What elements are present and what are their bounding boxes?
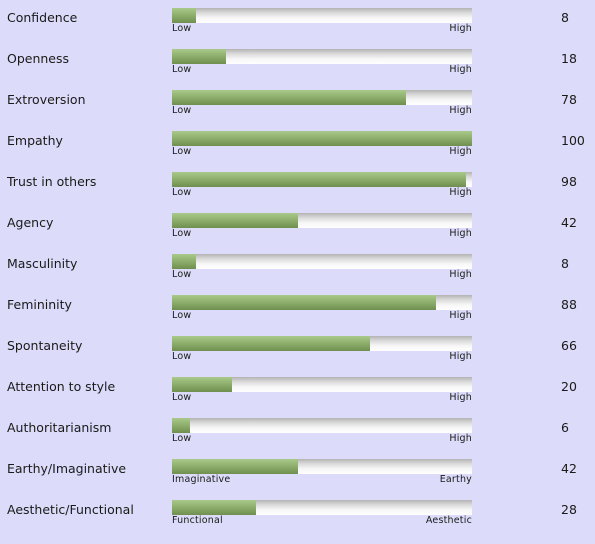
high-end-label: High [449, 269, 472, 280]
score-bar-track [172, 131, 472, 146]
trait-label: Authoritarianism [7, 420, 112, 435]
score-bar-track [172, 254, 472, 269]
score-bar-track [172, 377, 472, 392]
score-bar-fill [172, 8, 196, 23]
score-bar-fill [172, 336, 370, 351]
high-end-label: High [449, 23, 472, 34]
score-value: 78 [561, 92, 577, 107]
trait-row: Attention to style Low High 20 [0, 369, 595, 410]
high-end-label: High [449, 64, 472, 75]
trait-row: Agency Low High 42 [0, 205, 595, 246]
score-value: 98 [561, 174, 577, 189]
trait-label: Spontaneity [7, 338, 83, 353]
high-end-label: High [449, 392, 472, 403]
low-end-label: Low [172, 310, 192, 321]
low-end-label: Functional [172, 515, 223, 526]
low-end-label: Low [172, 23, 192, 34]
trait-row: Aesthetic/Functional Functional Aesthetic 2… [0, 492, 595, 533]
high-end-label: High [449, 105, 472, 116]
score-bar-fill [172, 295, 436, 310]
score-bar-track [172, 459, 472, 474]
score-bar-track [172, 418, 472, 433]
score-bar-fill [172, 254, 196, 269]
low-end-label: Low [172, 269, 192, 280]
score-value: 18 [561, 51, 577, 66]
score-bar-track [172, 49, 472, 64]
trait-row: Authoritarianism Low High 6 [0, 410, 595, 451]
trait-label: Masculinity [7, 256, 78, 271]
low-end-label: Low [172, 187, 192, 198]
trait-row: Trust in others Low High 98 [0, 164, 595, 205]
score-bar-fill [172, 172, 466, 187]
low-end-label: Low [172, 228, 192, 239]
score-value: 100 [561, 133, 585, 148]
score-value: 8 [561, 10, 569, 25]
score-value: 42 [561, 461, 577, 476]
trait-row: Earthy/Imaginative Imaginative Earthy 42 [0, 451, 595, 492]
score-value: 20 [561, 379, 577, 394]
low-end-label: Low [172, 392, 192, 403]
high-end-label: High [449, 433, 472, 444]
trait-label: Extroversion [7, 92, 86, 107]
high-end-label: Earthy [439, 474, 472, 485]
trait-label: Agency [7, 215, 54, 230]
score-value: 66 [561, 338, 577, 353]
score-bar-fill [172, 500, 256, 515]
trait-row: Extroversion Low High 78 [0, 82, 595, 123]
trait-label: Attention to style [7, 379, 116, 394]
low-end-label: Low [172, 146, 192, 157]
trait-label: Earthy/Imaginative [7, 461, 127, 476]
score-bar-fill [172, 377, 232, 392]
trait-row: Spontaneity Low High 66 [0, 328, 595, 369]
trait-row: Empathy Low High 100 [0, 123, 595, 164]
trait-row: Confidence Low High 8 [0, 0, 595, 41]
high-end-label: High [449, 310, 472, 321]
score-bar-track [172, 213, 472, 228]
high-end-label: High [449, 146, 472, 157]
trait-row: Openness Low High 18 [0, 41, 595, 82]
score-bar-fill [172, 49, 226, 64]
low-end-label: Low [172, 433, 192, 444]
score-bar-track [172, 500, 472, 515]
score-bar-fill [172, 459, 298, 474]
low-end-label: Imaginative [172, 474, 231, 485]
trait-row: Femininity Low High 88 [0, 287, 595, 328]
trait-label: Femininity [7, 297, 72, 312]
trait-label: Confidence [7, 10, 78, 25]
score-value: 42 [561, 215, 577, 230]
trait-label: Aesthetic/Functional [7, 502, 134, 517]
low-end-label: Low [172, 64, 192, 75]
score-bar-track [172, 90, 472, 105]
low-end-label: Low [172, 351, 192, 362]
score-bar-track [172, 295, 472, 310]
score-value: 8 [561, 256, 569, 271]
score-bar-track [172, 172, 472, 187]
high-end-label: Aesthetic [425, 515, 472, 526]
low-end-label: Low [172, 105, 192, 116]
score-value: 88 [561, 297, 577, 312]
score-bar-track [172, 336, 472, 351]
score-bar-fill [172, 90, 406, 105]
score-bar-fill [172, 213, 298, 228]
high-end-label: High [449, 228, 472, 239]
score-value: 28 [561, 502, 577, 517]
score-bar-fill [172, 418, 190, 433]
high-end-label: High [449, 351, 472, 362]
score-bar-fill [172, 131, 472, 146]
high-end-label: High [449, 187, 472, 198]
trait-label: Openness [7, 51, 70, 66]
trait-label: Empathy [7, 133, 63, 148]
score-bar-track [172, 8, 472, 23]
trait-label: Trust in others [7, 174, 97, 189]
trait-row: Masculinity Low High 8 [0, 246, 595, 287]
score-value: 6 [561, 420, 569, 435]
